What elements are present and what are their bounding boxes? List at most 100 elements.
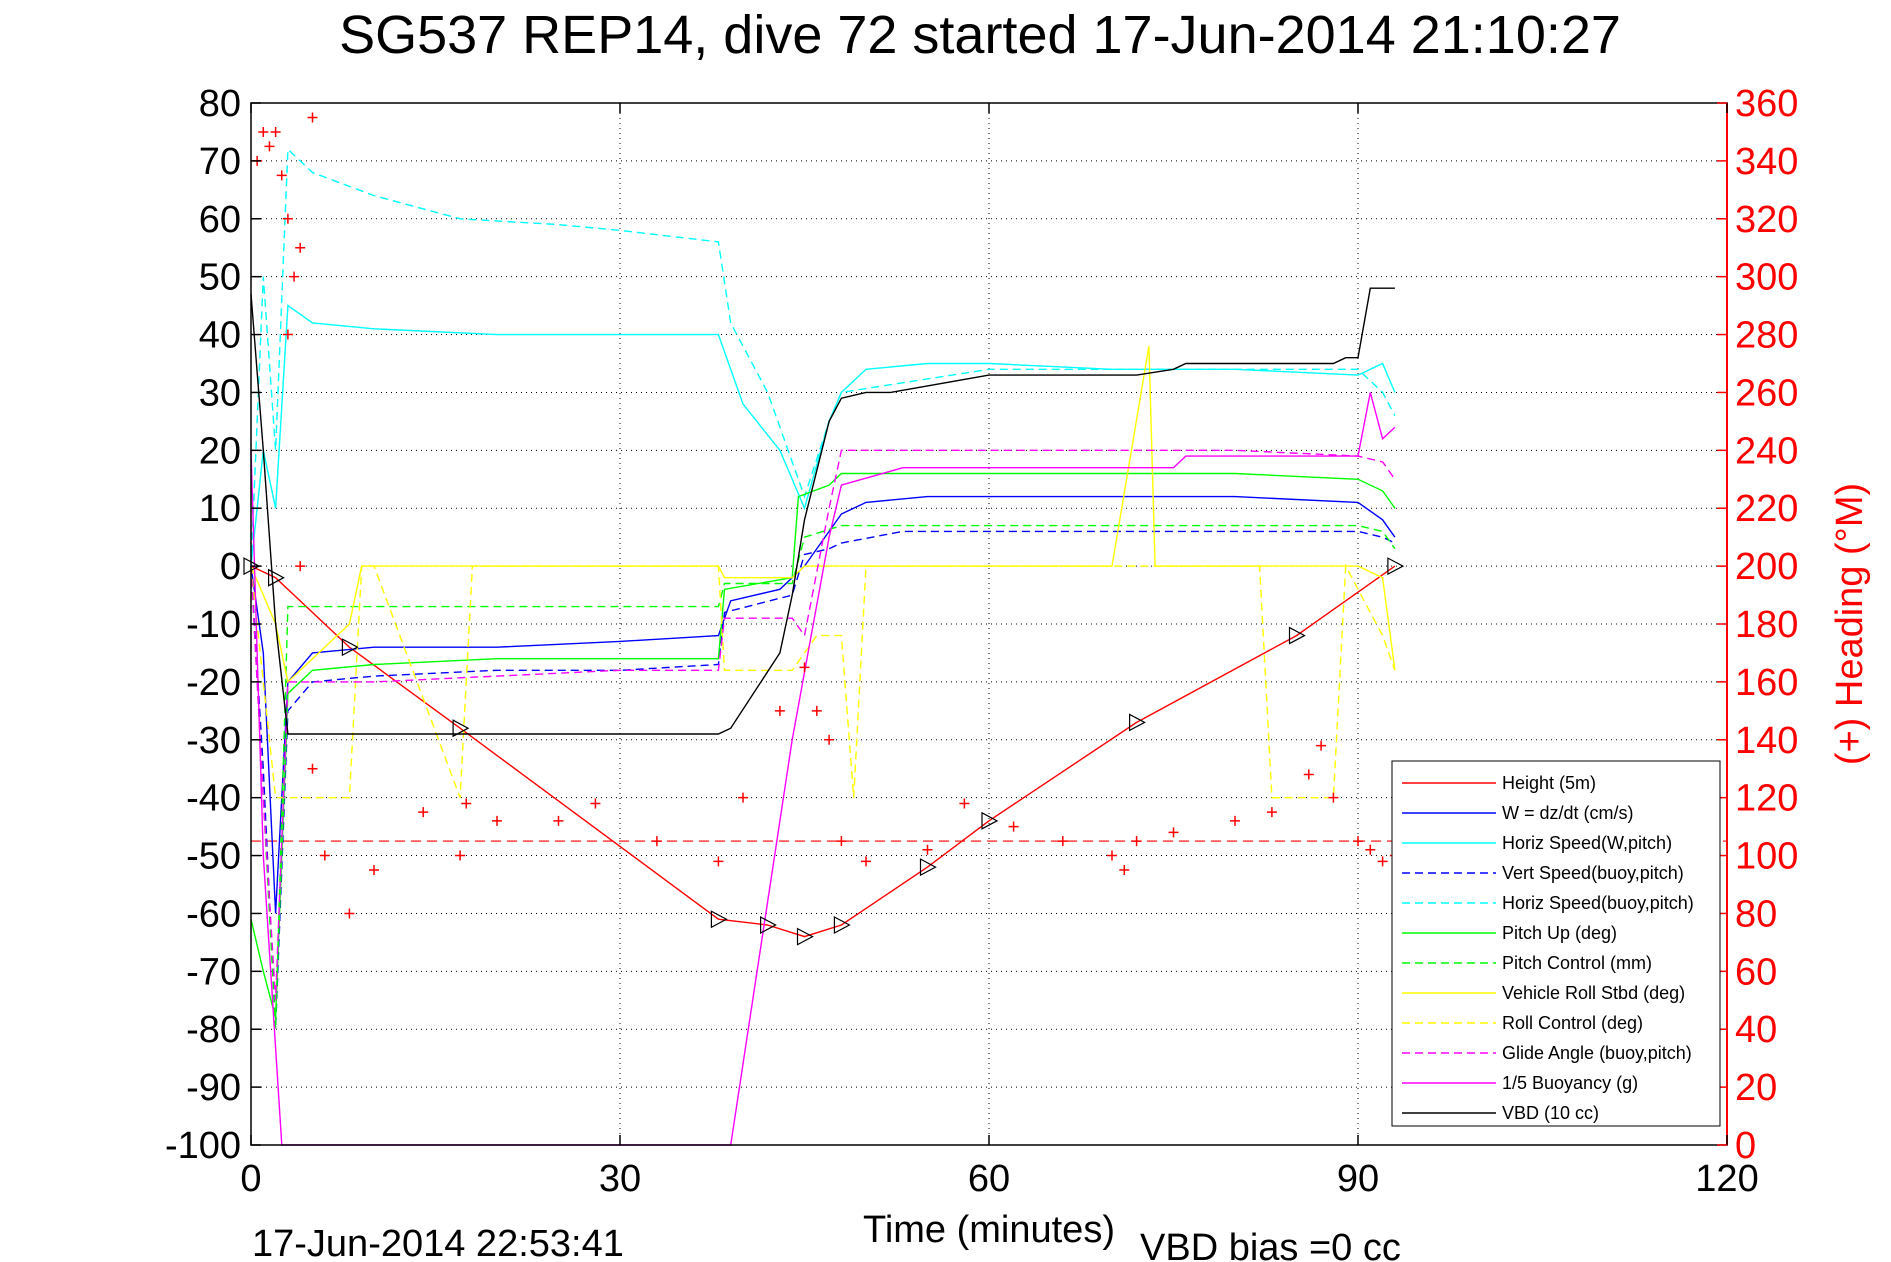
heading-point bbox=[264, 141, 275, 152]
legend-label: Pitch Up (deg) bbox=[1502, 923, 1617, 943]
y2-tick-label: 80 bbox=[1735, 893, 1777, 935]
depth-marker bbox=[1129, 713, 1146, 732]
heading-point bbox=[276, 170, 287, 181]
x-tick-label: 0 bbox=[240, 1158, 261, 1200]
y2-tick-label: 140 bbox=[1735, 720, 1798, 762]
legend-label: W = dz/dt (cm/s) bbox=[1502, 803, 1634, 823]
heading-point bbox=[1266, 807, 1277, 818]
heading-point bbox=[1316, 740, 1327, 751]
heading-point bbox=[1303, 769, 1314, 780]
heading-point bbox=[258, 126, 269, 137]
y2-tick-label: 0 bbox=[1735, 1125, 1756, 1167]
y2-tick-label: 60 bbox=[1735, 951, 1777, 993]
heading-point bbox=[418, 807, 429, 818]
x-tick-label: 30 bbox=[599, 1158, 641, 1200]
heading-point bbox=[369, 865, 379, 876]
heading-point bbox=[295, 242, 306, 253]
legend-label: VBD (10 cc) bbox=[1502, 1103, 1599, 1123]
heading-point bbox=[553, 815, 564, 826]
legend-label: Pitch Control (mm) bbox=[1502, 953, 1652, 973]
y2-tick-label: 120 bbox=[1735, 778, 1798, 820]
heading-point bbox=[774, 705, 785, 716]
x-tick-label: 120 bbox=[1695, 1158, 1758, 1200]
legend-label: Vehicle Roll Stbd (deg) bbox=[1502, 983, 1685, 1003]
y2-tick-label: 200 bbox=[1735, 546, 1798, 588]
heading-point bbox=[1131, 836, 1142, 847]
depth-marker bbox=[981, 811, 999, 830]
y2-tick-label: 280 bbox=[1735, 315, 1798, 357]
y-tick-label: -90 bbox=[186, 1067, 241, 1109]
heading-point bbox=[590, 798, 601, 809]
y-tick-label: -50 bbox=[186, 836, 241, 878]
y-tick-label: -70 bbox=[186, 951, 241, 993]
series-vehicle-roll-stbd-deg bbox=[250, 345, 1396, 684]
legend-label: Roll Control (deg) bbox=[1502, 1013, 1643, 1033]
y-tick-label: -80 bbox=[186, 1009, 241, 1051]
depth-marker bbox=[760, 916, 777, 935]
legend-label: Vert Speed(buoy,pitch) bbox=[1502, 863, 1684, 883]
heading-point bbox=[1008, 821, 1019, 832]
heading-point bbox=[651, 836, 662, 847]
heading-point bbox=[1119, 865, 1130, 876]
depth-marker bbox=[1288, 626, 1306, 645]
series-height-5m bbox=[250, 565, 1396, 938]
depth-marker bbox=[710, 910, 728, 929]
y2-tick-label: 20 bbox=[1735, 1067, 1777, 1109]
y-tick-label: -40 bbox=[186, 778, 241, 820]
series-horiz-speed-w-pitch bbox=[250, 304, 1396, 567]
vbd-bias-label: VBD bias =0 cc bbox=[1140, 1227, 1401, 1262]
depth-marker bbox=[1387, 557, 1405, 576]
heading-point bbox=[1365, 844, 1376, 855]
legend-box bbox=[1391, 760, 1721, 1127]
y2-tick-label: 340 bbox=[1735, 141, 1798, 183]
heading-point bbox=[270, 126, 281, 137]
legend-label: 1/5 Buoyancy (g) bbox=[1502, 1073, 1638, 1093]
heading-point bbox=[811, 705, 822, 716]
y2-tick-label: 40 bbox=[1735, 1009, 1777, 1051]
heading-point bbox=[713, 856, 724, 867]
legend-label: Glide Angle (buoy,pitch) bbox=[1502, 1043, 1692, 1063]
series-layer bbox=[243, 112, 1727, 1146]
heading-point bbox=[824, 734, 835, 745]
heading-point bbox=[1107, 850, 1117, 861]
heading-point bbox=[307, 763, 318, 774]
chart-title: SG537 REP14, dive 72 started 17-Jun-2014… bbox=[339, 5, 1621, 65]
legend-label: Horiz Speed(W,pitch) bbox=[1502, 833, 1672, 853]
heading-point bbox=[1328, 792, 1339, 803]
heading-point bbox=[1353, 836, 1363, 847]
heading-point bbox=[959, 798, 970, 809]
y-tick-label: 20 bbox=[199, 430, 241, 472]
heading-point bbox=[1168, 827, 1179, 838]
series-pitch-control-mm bbox=[250, 524, 1396, 1030]
y2-tick-label: 360 bbox=[1735, 83, 1798, 125]
heading-point bbox=[1230, 815, 1240, 826]
heading-point bbox=[922, 844, 933, 855]
legend-label: Height (5m) bbox=[1502, 773, 1596, 793]
y-tick-label: 30 bbox=[199, 372, 241, 414]
y2-tick-label: 320 bbox=[1735, 199, 1798, 241]
series-vbd-10-cc bbox=[250, 287, 1395, 735]
series-w-dz-dt-cm-s bbox=[250, 495, 1396, 914]
y-tick-label: -100 bbox=[165, 1125, 241, 1167]
y-tick-label: 60 bbox=[199, 199, 241, 241]
depth-marker bbox=[833, 916, 851, 935]
y-tick-label: -30 bbox=[186, 720, 241, 762]
series-pitch-up-deg bbox=[250, 472, 1396, 1018]
y-tick-label: -60 bbox=[186, 893, 241, 935]
legend-label: Horiz Speed(buoy,pitch) bbox=[1502, 893, 1694, 913]
heading-point bbox=[289, 271, 300, 282]
legend: Height (5m) W = dz/dt (cm/s) Horiz Speed(W… bbox=[1391, 760, 1721, 1127]
series-roll-control-deg bbox=[250, 563, 1396, 799]
y2-tick-label: 100 bbox=[1735, 836, 1798, 878]
y-tick-label: -20 bbox=[186, 662, 241, 704]
depth-marker bbox=[268, 568, 285, 587]
heading-point bbox=[492, 815, 502, 826]
y2-tick-label: 300 bbox=[1735, 257, 1798, 299]
heading-point bbox=[861, 856, 871, 867]
heading-point bbox=[282, 329, 293, 340]
depth-marker bbox=[919, 858, 937, 877]
y-tick-label: -10 bbox=[186, 604, 241, 646]
heading-point bbox=[1057, 836, 1068, 847]
heading-point bbox=[1377, 856, 1388, 867]
